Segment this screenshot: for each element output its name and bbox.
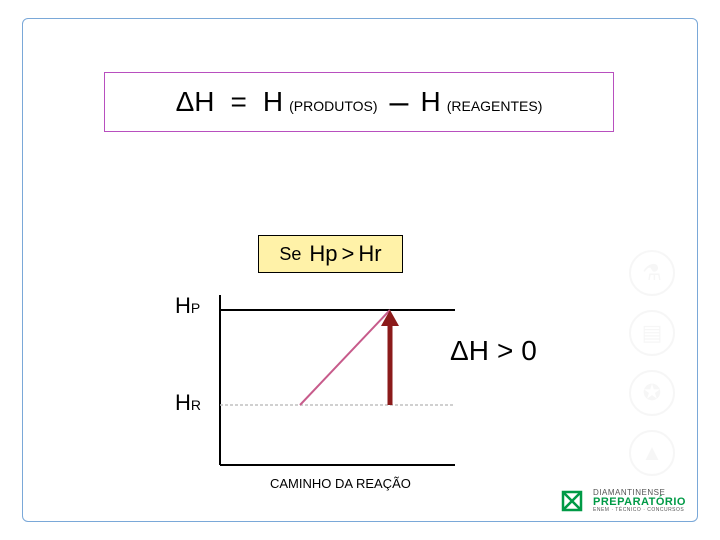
delta-h: ΔH: [176, 86, 215, 118]
hp-text: Hp: [309, 241, 337, 267]
products-subscript: (PRODUTOS): [289, 98, 377, 114]
hp-axis-label: HP: [175, 293, 200, 319]
wm-icon: ▤: [629, 310, 675, 356]
wm-icon: ▲: [629, 430, 675, 476]
minus: –: [390, 83, 409, 122]
x-axis-label: CAMINHO DA REAÇÃO: [270, 476, 411, 491]
logo: DIAMANTINENSE PREPARATÓRIO ENEM · TÉCNIC…: [557, 486, 686, 516]
equals: =: [231, 86, 247, 118]
enthalpy-diagram: [175, 295, 545, 485]
diagram-svg: [175, 295, 545, 485]
hr-axis-label: HR: [175, 390, 201, 416]
wm-icon: ✪: [629, 370, 675, 416]
gt-text: >: [342, 241, 355, 267]
hr-h: H: [175, 390, 191, 415]
condition-box: Se Hp > Hr: [258, 235, 403, 273]
h-reagents: H: [420, 86, 440, 118]
logo-line3: ENEM · TÉCNICO · CONCURSOS: [593, 508, 686, 513]
dh-text: ΔH: [450, 335, 489, 367]
hp-h: H: [175, 293, 191, 318]
watermark-icons: ⚗ ▤ ✪ ▲: [629, 250, 675, 476]
delta-h-label: ΔH > 0: [450, 335, 537, 367]
se-text: Se: [279, 244, 301, 265]
wm-icon: ⚗: [629, 250, 675, 296]
hr-sub: R: [191, 397, 201, 413]
dh-gt: >: [497, 335, 513, 367]
dh-zero: 0: [521, 335, 537, 367]
logo-text: DIAMANTINENSE PREPARATÓRIO ENEM · TÉCNIC…: [593, 489, 686, 513]
h-products: H: [263, 86, 283, 118]
formula-box: ΔH = H (PRODUTOS) – H (REAGENTES): [104, 72, 614, 132]
hr-text: Hr: [358, 241, 381, 267]
reagents-subscript: (REAGENTES): [447, 98, 543, 114]
hp-sub: P: [191, 300, 200, 316]
logo-mark-icon: [557, 486, 587, 516]
